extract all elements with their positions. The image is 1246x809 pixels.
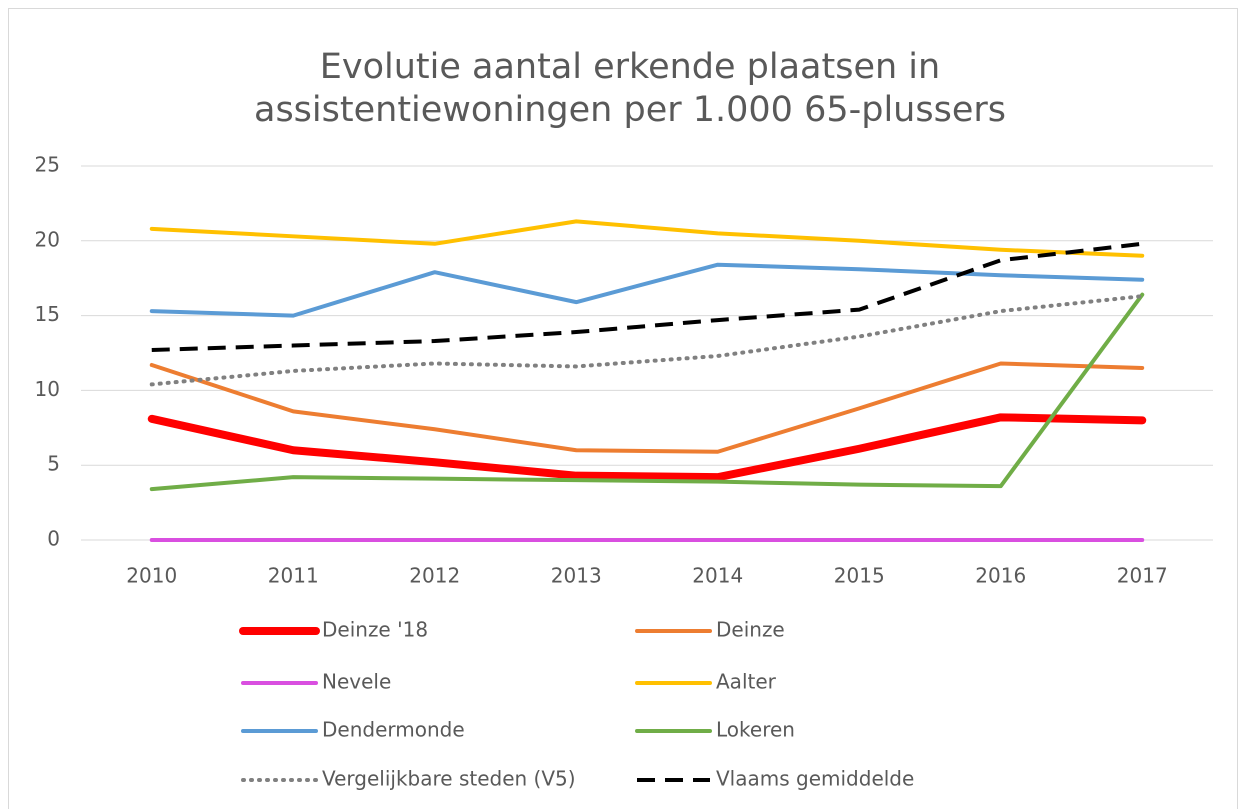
legend-label: Deinze '18	[322, 618, 428, 642]
legend-label: Dendermonde	[322, 718, 465, 742]
y-tick-label: 5	[47, 452, 60, 476]
legend-label: Deinze	[716, 618, 785, 642]
chart-title: assistentiewoningen per 1.000 65-plusser…	[254, 90, 1006, 130]
x-tick-label: 2015	[834, 564, 885, 588]
series-line	[149, 292, 1145, 492]
x-tick-label: 2012	[409, 564, 460, 588]
legend-label: Lokeren	[716, 718, 795, 742]
y-tick-label: 10	[35, 377, 60, 401]
y-tick-label: 25	[35, 153, 60, 177]
chart-border	[8, 8, 1238, 809]
series-line	[147, 413, 1147, 482]
legend-label: Nevele	[322, 670, 391, 694]
legend-label: Vlaams gemiddelde	[716, 767, 914, 791]
x-tick-label: 2013	[551, 564, 602, 588]
series-line	[149, 361, 1145, 454]
x-tick-label: 2014	[692, 564, 743, 588]
x-tick-label: 2011	[268, 564, 319, 588]
series-line	[149, 294, 1145, 387]
y-tick-label: 0	[47, 527, 60, 551]
x-tick-label: 2010	[126, 564, 177, 588]
y-tick-label: 15	[35, 302, 60, 326]
chart-title: Evolutie aantal erkende plaatsen in	[320, 47, 940, 87]
legend-label: Vergelijkbare steden (V5)	[322, 767, 576, 791]
legend-label: Aalter	[716, 670, 777, 694]
series-line	[149, 219, 1145, 258]
y-tick-label: 20	[35, 227, 60, 251]
x-tick-label: 2016	[975, 564, 1026, 588]
x-tick-label: 2017	[1117, 564, 1168, 588]
series-line	[149, 262, 1145, 318]
